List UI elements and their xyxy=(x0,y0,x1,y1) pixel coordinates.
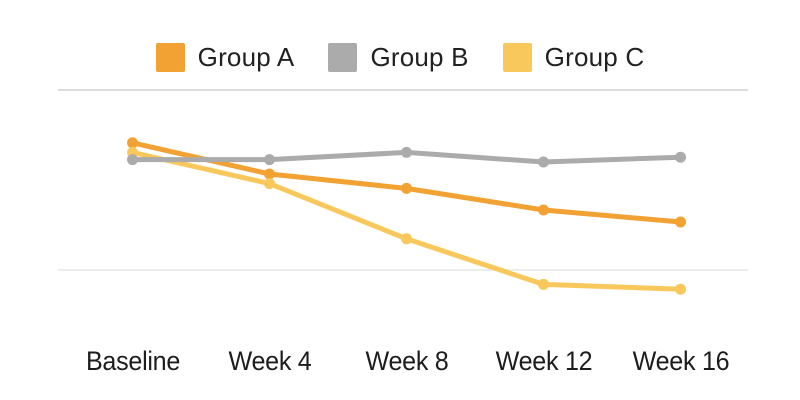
data-point-group-a xyxy=(675,216,686,228)
x-axis-label-week16: Week 16 xyxy=(632,346,729,376)
data-point-group-a xyxy=(264,168,275,180)
data-point-group-b xyxy=(538,156,549,168)
x-axis-label-baseline: Baseline xyxy=(85,346,180,376)
data-point-group-a xyxy=(127,137,138,149)
data-point-group-b xyxy=(127,154,138,166)
chart-legend: Group A Group B Group C xyxy=(0,42,800,73)
x-axis-label-week8: Week 8 xyxy=(364,346,449,376)
data-point-group-b xyxy=(675,151,686,163)
legend-swatch-group-c xyxy=(502,43,532,72)
data-point-group-c xyxy=(538,278,549,290)
legend-label-group-c: Group C xyxy=(544,42,645,72)
data-point-group-c xyxy=(264,178,275,190)
x-axis-label-week12: Week 12 xyxy=(495,346,592,376)
data-point-group-b xyxy=(264,154,275,166)
x-axis-label-week4: Week 4 xyxy=(227,346,312,376)
legend-swatch-group-a xyxy=(155,43,185,72)
legend-label-group-b: Group B xyxy=(370,42,469,72)
data-point-group-c xyxy=(401,233,412,245)
legend-item-group-b: Group B xyxy=(328,42,468,73)
series-line-group-c xyxy=(130,149,683,292)
data-point-group-a xyxy=(401,182,412,194)
data-point-group-b xyxy=(401,146,412,158)
legend-item-group-c: Group C xyxy=(502,42,645,73)
data-point-group-a xyxy=(538,204,549,216)
data-point-group-c xyxy=(675,283,686,295)
legend-swatch-group-b xyxy=(328,43,358,72)
legend-item-group-a: Group A xyxy=(155,42,295,73)
legend-label-group-a: Group A xyxy=(197,42,295,72)
